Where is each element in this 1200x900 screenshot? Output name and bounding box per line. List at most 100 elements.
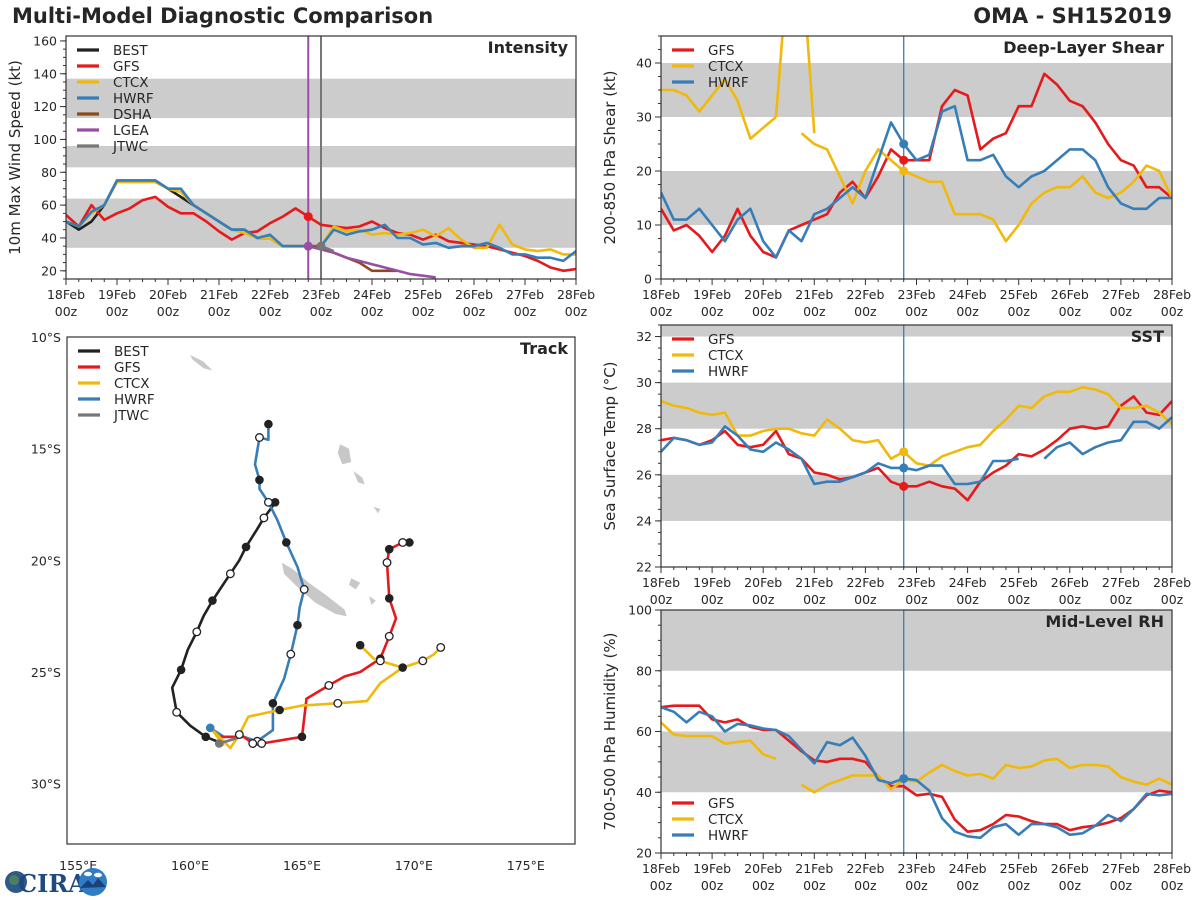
x-tick-sublabel: 00z bbox=[854, 304, 877, 319]
x-tick-label: 28Feb bbox=[557, 287, 595, 302]
y-tick-label: 20 bbox=[41, 263, 57, 278]
x-tick-sublabel: 00z bbox=[803, 592, 826, 607]
legend-label: HWRF bbox=[113, 91, 154, 107]
y-tick-label: 24 bbox=[636, 513, 652, 528]
series-line-gfs bbox=[66, 195, 576, 273]
legend-item-hwrf: HWRF bbox=[77, 91, 154, 107]
panel-title: Mid-Level RH bbox=[1045, 612, 1164, 631]
panel-title: Intensity bbox=[488, 38, 569, 57]
series-line-hwrf bbox=[66, 179, 576, 263]
legend-label: GFS bbox=[708, 796, 735, 812]
land-loyalty-islands bbox=[349, 578, 361, 590]
legend-item-ctcx: CTCX bbox=[672, 812, 744, 828]
x-tick-sublabel: 00z bbox=[55, 304, 78, 319]
track-point-filled bbox=[264, 419, 273, 429]
y-tick-label: 20 bbox=[636, 164, 652, 179]
x-tick-sublabel: 00z bbox=[905, 878, 928, 893]
track-point-open bbox=[436, 643, 446, 652]
panel-title: Deep-Layer Shear bbox=[1003, 38, 1164, 57]
x-tick-sublabel: 00z bbox=[1110, 592, 1133, 607]
legend-label: GFS bbox=[708, 332, 735, 348]
panel-title: Track bbox=[520, 339, 568, 358]
track-point-filled bbox=[214, 739, 224, 748]
legend-label: BEST bbox=[113, 43, 148, 59]
track-point-filled bbox=[255, 475, 264, 485]
x-tick-label: 26Feb bbox=[1051, 861, 1089, 876]
legend-label: HWRF bbox=[708, 75, 749, 91]
y-axis-label: 700-500 hPa Humidity (%) bbox=[601, 632, 619, 830]
lon-tick-label: 170°E bbox=[395, 858, 433, 873]
x-tick-label: 24Feb bbox=[949, 575, 987, 590]
legend-item-gfs: GFS bbox=[672, 43, 735, 59]
y-tick-label: 60 bbox=[41, 198, 57, 213]
x-tick-sublabel: 00z bbox=[1007, 592, 1030, 607]
marker-hwrf bbox=[899, 463, 909, 473]
marker-hwrf bbox=[899, 139, 909, 149]
legend-item-lgea: LGEA bbox=[77, 123, 150, 139]
series-line-hwrf bbox=[661, 425, 1019, 486]
track-point-filled bbox=[208, 596, 217, 605]
x-tick-sublabel: 00z bbox=[956, 304, 979, 319]
x-tick-label: 19Feb bbox=[693, 575, 731, 590]
lon-tick-label: 160°E bbox=[171, 858, 209, 873]
x-tick-sublabel: 00z bbox=[752, 878, 775, 893]
x-tick-label: 21Feb bbox=[795, 575, 833, 590]
marker-gfs bbox=[303, 212, 313, 222]
legend-item-jtwc: JTWC bbox=[77, 139, 148, 155]
legend-label: CTCX bbox=[708, 348, 744, 364]
track-point-filled bbox=[293, 620, 302, 630]
marker-hwrf bbox=[899, 774, 909, 784]
cloud-mountain-icon bbox=[79, 868, 107, 896]
x-tick-sublabel: 00z bbox=[157, 304, 180, 319]
lat-tick-label: 15°S bbox=[31, 442, 61, 457]
track-point-open bbox=[259, 513, 269, 523]
legend-item-dsha: DSHA bbox=[77, 107, 152, 123]
lat-tick-label: 10°S bbox=[31, 330, 61, 345]
legend-label: HWRF bbox=[708, 364, 749, 380]
marker-lgea bbox=[303, 241, 313, 251]
x-tick-sublabel: 00z bbox=[1161, 592, 1184, 607]
x-tick-sublabel: 00z bbox=[905, 304, 928, 319]
x-tick-sublabel: 00z bbox=[1059, 592, 1082, 607]
x-tick-label: 26Feb bbox=[1051, 575, 1089, 590]
x-tick-label: 18Feb bbox=[642, 861, 680, 876]
x-tick-sublabel: 00z bbox=[803, 304, 826, 319]
track-point-filled bbox=[384, 544, 394, 554]
series-line-ctcx bbox=[661, 385, 1172, 467]
legend-item-hwrf: HWRF bbox=[672, 75, 749, 91]
threshold-band bbox=[661, 731, 1172, 793]
track-point-open bbox=[382, 558, 392, 568]
marker-gfs bbox=[899, 481, 909, 491]
y-tick-label: 60 bbox=[636, 724, 652, 739]
x-tick-label: 22Feb bbox=[251, 287, 289, 302]
series-line-lgea bbox=[307, 244, 436, 279]
marker-ctcx bbox=[899, 166, 909, 176]
track-point-filled bbox=[201, 732, 211, 742]
track-point-open bbox=[299, 584, 309, 594]
x-tick-sublabel: 00z bbox=[752, 592, 775, 607]
x-tick-sublabel: 00z bbox=[412, 304, 435, 319]
track-point-filled bbox=[241, 542, 251, 552]
x-tick-sublabel: 00z bbox=[259, 304, 282, 319]
x-tick-sublabel: 00z bbox=[956, 878, 979, 893]
lat-tick-label: 20°S bbox=[31, 553, 61, 568]
x-tick-label: 27Feb bbox=[506, 287, 544, 302]
plot-area bbox=[661, 325, 1172, 567]
legend-item-hwrf: HWRF bbox=[672, 364, 749, 380]
legend-label: CTCX bbox=[708, 59, 744, 75]
series-line-ctcx_spike bbox=[774, 36, 816, 134]
legend-label: GFS bbox=[114, 360, 141, 376]
shear-panel: 0 10 20 30 40 18Feb 00z 19Feb 00z 20Feb 00z 21Feb 00… bbox=[601, 35, 1191, 319]
x-tick-sublabel: 00z bbox=[905, 592, 928, 607]
y-tick-label: 100 bbox=[628, 603, 652, 618]
land-new-caledonia bbox=[281, 562, 347, 617]
track-point-open bbox=[286, 649, 296, 659]
threshold-band bbox=[661, 325, 1172, 337]
x-tick-sublabel: 00z bbox=[1161, 878, 1184, 893]
marker-ctcx bbox=[899, 447, 909, 457]
x-tick-label: 20Feb bbox=[744, 861, 782, 876]
x-tick-label: 23Feb bbox=[302, 287, 340, 302]
x-tick-label: 25Feb bbox=[1000, 575, 1038, 590]
